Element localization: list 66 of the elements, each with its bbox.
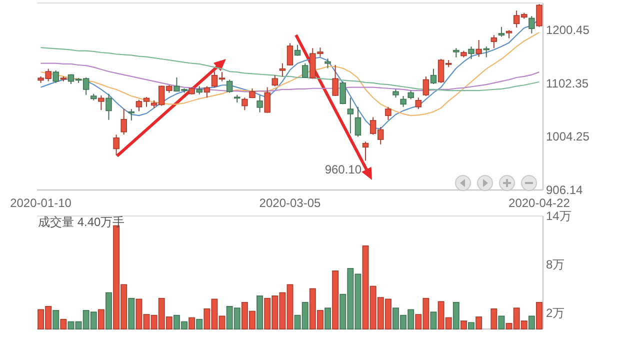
candlestick xyxy=(98,94,104,111)
x-tick-label: 2020-04-22 xyxy=(508,196,570,210)
y-tick-label: 1004.25 xyxy=(546,130,590,144)
candlestick xyxy=(113,134,120,156)
candlestick xyxy=(106,93,112,120)
candlestick xyxy=(536,4,542,28)
bar xyxy=(490,308,498,330)
candlestick xyxy=(528,16,535,34)
bar xyxy=(60,318,67,330)
bar xyxy=(468,322,474,330)
candlestick xyxy=(362,141,369,162)
candlestick xyxy=(264,86,270,114)
candlestick xyxy=(286,42,294,66)
annotation: 960.10 xyxy=(324,162,362,177)
candlestick xyxy=(468,46,474,60)
bar xyxy=(188,317,196,330)
candlestick xyxy=(204,86,210,98)
candlestick xyxy=(490,34,498,49)
line-series xyxy=(40,32,540,116)
candlestick xyxy=(354,106,362,138)
y-tick-label: 14万 xyxy=(546,209,572,223)
bar xyxy=(52,310,60,330)
candlestick xyxy=(498,26,505,38)
bar xyxy=(430,312,437,330)
bar xyxy=(332,270,339,330)
candlestick xyxy=(476,39,482,58)
candlestick xyxy=(256,94,263,113)
bar xyxy=(460,320,467,330)
bar xyxy=(106,292,112,330)
bar xyxy=(128,298,135,330)
bar xyxy=(536,302,542,330)
candlestick xyxy=(302,62,308,79)
chart-title: 成交量 4.40万手 xyxy=(38,215,125,229)
candlestick xyxy=(52,70,59,84)
candlestick xyxy=(340,80,346,105)
bar xyxy=(196,318,203,330)
candlestick xyxy=(226,79,233,94)
candlestick xyxy=(385,106,392,120)
candlestick xyxy=(332,64,338,96)
y-tick-label: 2万 xyxy=(546,306,565,320)
bar xyxy=(256,296,264,330)
bar xyxy=(98,309,104,330)
bar xyxy=(452,302,460,330)
candlestick xyxy=(120,108,127,136)
candlestick xyxy=(422,76,430,96)
y-tick-label: 1102.35 xyxy=(546,76,589,90)
candlestick xyxy=(430,68,437,85)
y-tick-label: 906.14 xyxy=(546,183,584,197)
candlestick xyxy=(128,108,135,121)
candlestick xyxy=(453,48,460,58)
candlestick xyxy=(242,97,248,111)
bar xyxy=(498,316,505,330)
candlestick xyxy=(415,97,422,110)
candlestick xyxy=(347,97,354,134)
bar xyxy=(324,308,331,330)
x-tick-label: 2020-03-05 xyxy=(259,196,322,210)
candlestick xyxy=(272,74,278,87)
y-tick-label: 8万 xyxy=(546,257,565,272)
candlestick xyxy=(400,95,406,108)
y-tick-label: 1200.45 xyxy=(546,22,590,37)
bar xyxy=(528,316,535,330)
candlestick xyxy=(294,44,301,56)
candlestick xyxy=(279,62,286,77)
bar xyxy=(476,316,482,330)
candlestick xyxy=(324,58,331,69)
x-tick-label: 2020-01-10 xyxy=(10,196,72,210)
